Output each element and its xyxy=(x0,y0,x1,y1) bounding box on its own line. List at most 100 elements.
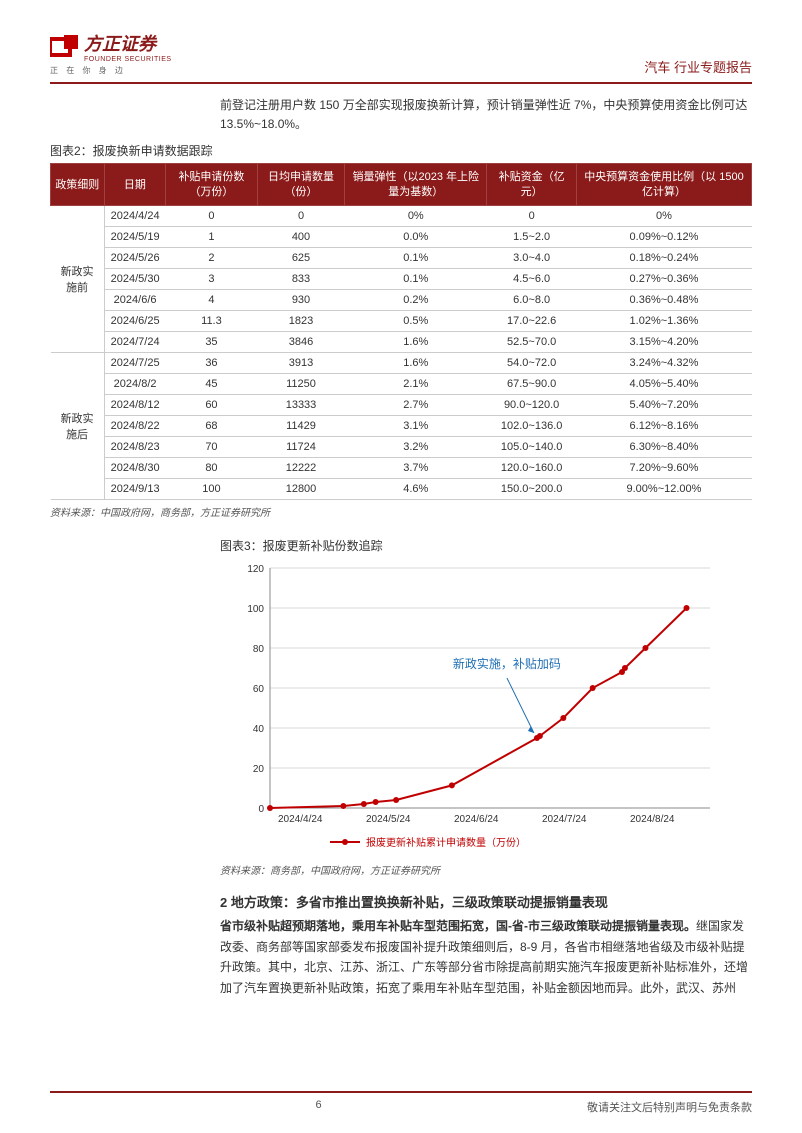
table2-cell: 13333 xyxy=(257,394,344,415)
svg-text:2024/4/24: 2024/4/24 xyxy=(278,814,323,825)
page-footer: 6 敬请关注文后特别声明与免责条款 xyxy=(50,1091,752,1115)
section2-body: 省市级补贴超预期落地，乘用车补贴车型范围拓宽，国-省-市三级政策联动提振销量表现… xyxy=(220,916,752,998)
table2-cell: 0% xyxy=(576,205,751,226)
table2-cell: 36 xyxy=(166,352,258,373)
chart3-line-chart: 0 20 40 60 80 100 120 2024/4/24 2024/5/24 2024/6/… xyxy=(220,558,720,858)
table2-caption: 图表2：报废换新申请数据跟踪 xyxy=(50,142,752,159)
table2-group-label: 新政实施后 xyxy=(51,352,105,499)
table2-cell: 625 xyxy=(257,247,344,268)
table2-header-cell: 日均申请数量（份） xyxy=(257,164,344,206)
table2-cell: 833 xyxy=(257,268,344,289)
table2-cell: 35 xyxy=(166,331,258,352)
section2-heading: 2 地方政策：多省市推出置换换新补贴，三级政策联动提振销量表现 xyxy=(220,893,752,913)
table2-cell: 0.09%~0.12% xyxy=(576,226,751,247)
table2-cell: 6.0~8.0 xyxy=(487,289,577,310)
table2-cell: 2.1% xyxy=(345,373,487,394)
table2-cell: 0.1% xyxy=(345,268,487,289)
svg-text:120: 120 xyxy=(247,564,264,575)
table-row: 2024/5/3038330.1%4.5~6.00.27%~0.36% xyxy=(51,268,752,289)
table2-cell: 2024/8/2 xyxy=(104,373,165,394)
logo-block: 方正证券 FOUNDER SECURITIES 正 在 你 身 边 xyxy=(50,30,172,76)
svg-text:2024/8/24: 2024/8/24 xyxy=(630,814,675,825)
table-row: 2024/7/243538461.6%52.5~70.03.15%~4.20% xyxy=(51,331,752,352)
svg-text:新政实施，补贴加码: 新政实施，补贴加码 xyxy=(453,656,561,671)
table2-group-label: 新政实施前 xyxy=(51,205,105,352)
table2-cell: 2024/7/25 xyxy=(104,352,165,373)
table2-cell: 1.6% xyxy=(345,352,487,373)
table2-cell: 2024/5/26 xyxy=(104,247,165,268)
table2-cell: 5.40%~7.20% xyxy=(576,394,751,415)
table2-cell: 67.5~90.0 xyxy=(487,373,577,394)
table2-cell: 2 xyxy=(166,247,258,268)
table-row: 2024/8/1260133332.7%90.0~120.05.40%~7.20… xyxy=(51,394,752,415)
table2-header-cell: 补贴申请份数（万份） xyxy=(166,164,258,206)
table2-source: 资料来源：中国政府网，商务部，方正证券研究所 xyxy=(50,504,752,519)
table2-cell: 2.7% xyxy=(345,394,487,415)
table2: 政策细则日期补贴申请份数（万份）日均申请数量（份）销量弹性（以2023 年上险量… xyxy=(50,163,752,500)
table2-cell: 11250 xyxy=(257,373,344,394)
svg-text:0: 0 xyxy=(258,804,264,815)
logo-tagline: 正 在 你 身 边 xyxy=(50,65,172,76)
table2-cell: 1.6% xyxy=(345,331,487,352)
table-row: 2024/8/245112502.1%67.5~90.04.05%~5.40% xyxy=(51,373,752,394)
table2-cell: 2024/6/6 xyxy=(104,289,165,310)
table-row: 2024/8/2268114293.1%102.0~136.06.12%~8.1… xyxy=(51,415,752,436)
table2-cell: 4.05%~5.40% xyxy=(576,373,751,394)
svg-text:60: 60 xyxy=(253,684,265,695)
svg-text:40: 40 xyxy=(253,724,265,735)
table2-cell: 2024/5/19 xyxy=(104,226,165,247)
table2-cell: 2024/8/23 xyxy=(104,436,165,457)
table2-cell: 400 xyxy=(257,226,344,247)
table2-cell: 60 xyxy=(166,394,258,415)
table2-cell: 0.18%~0.24% xyxy=(576,247,751,268)
founder-logo-icon xyxy=(50,35,78,59)
svg-text:2024/6/24: 2024/6/24 xyxy=(454,814,499,825)
table2-cell: 3.15%~4.20% xyxy=(576,331,751,352)
table2-cell: 3.2% xyxy=(345,436,487,457)
table2-cell: 0 xyxy=(487,205,577,226)
table2-header-cell: 政策细则 xyxy=(51,164,105,206)
table2-cell: 9.00%~12.00% xyxy=(576,478,751,499)
table2-cell: 150.0~200.0 xyxy=(487,478,577,499)
table-row: 2024/8/3080122223.7%120.0~160.07.20%~9.6… xyxy=(51,457,752,478)
logo-text-cn: 方正证券 xyxy=(84,30,172,56)
table2-cell: 2024/9/13 xyxy=(104,478,165,499)
table2-cell: 930 xyxy=(257,289,344,310)
table2-cell: 12800 xyxy=(257,478,344,499)
intro-paragraph: 前登记注册用户数 150 万全部实现报废换新计算，预计销量弹性近 7%，中央预算… xyxy=(220,96,752,134)
table2-cell: 52.5~70.0 xyxy=(487,331,577,352)
chart3-caption: 图表3：报废更新补贴份数追踪 xyxy=(220,537,752,554)
chart3-source: 资料来源：商务部，中国政府网，方正证券研究所 xyxy=(220,862,752,877)
svg-text:100: 100 xyxy=(247,604,264,615)
table2-cell: 6.12%~8.16% xyxy=(576,415,751,436)
svg-text:2024/5/24: 2024/5/24 xyxy=(366,814,411,825)
table2-header-cell: 日期 xyxy=(104,164,165,206)
table-row: 2024/9/13100128004.6%150.0~200.09.00%~12… xyxy=(51,478,752,499)
table2-cell: 0 xyxy=(166,205,258,226)
table2-cell: 105.0~140.0 xyxy=(487,436,577,457)
table-row: 新政实施前2024/4/24000%00% xyxy=(51,205,752,226)
table2-cell: 54.0~72.0 xyxy=(487,352,577,373)
svg-text:报废更新补贴累计申请数量（万份）: 报废更新补贴累计申请数量（万份） xyxy=(366,836,526,849)
page-number: 6 xyxy=(315,1099,321,1115)
svg-text:20: 20 xyxy=(253,764,265,775)
table2-cell: 1823 xyxy=(257,310,344,331)
table2-cell: 3.1% xyxy=(345,415,487,436)
table2-cell: 4.5~6.0 xyxy=(487,268,577,289)
table2-cell: 7.20%~9.60% xyxy=(576,457,751,478)
table-row: 2024/8/2370117243.2%105.0~140.06.30%~8.4… xyxy=(51,436,752,457)
table2-cell: 120.0~160.0 xyxy=(487,457,577,478)
table2-cell: 4.6% xyxy=(345,478,487,499)
table2-cell: 2024/5/30 xyxy=(104,268,165,289)
table2-cell: 0% xyxy=(345,205,487,226)
table2-cell: 68 xyxy=(166,415,258,436)
table2-cell: 1.02%~1.36% xyxy=(576,310,751,331)
svg-text:80: 80 xyxy=(253,644,265,655)
table2-cell: 4 xyxy=(166,289,258,310)
footer-disclaimer: 敬请关注文后特别声明与免责条款 xyxy=(587,1099,752,1115)
table2-cell: 3913 xyxy=(257,352,344,373)
table2-cell: 2024/7/24 xyxy=(104,331,165,352)
table-row: 2024/6/649300.2%6.0~8.00.36%~0.48% xyxy=(51,289,752,310)
table2-cell: 2024/4/24 xyxy=(104,205,165,226)
table2-cell: 0.27%~0.36% xyxy=(576,268,751,289)
